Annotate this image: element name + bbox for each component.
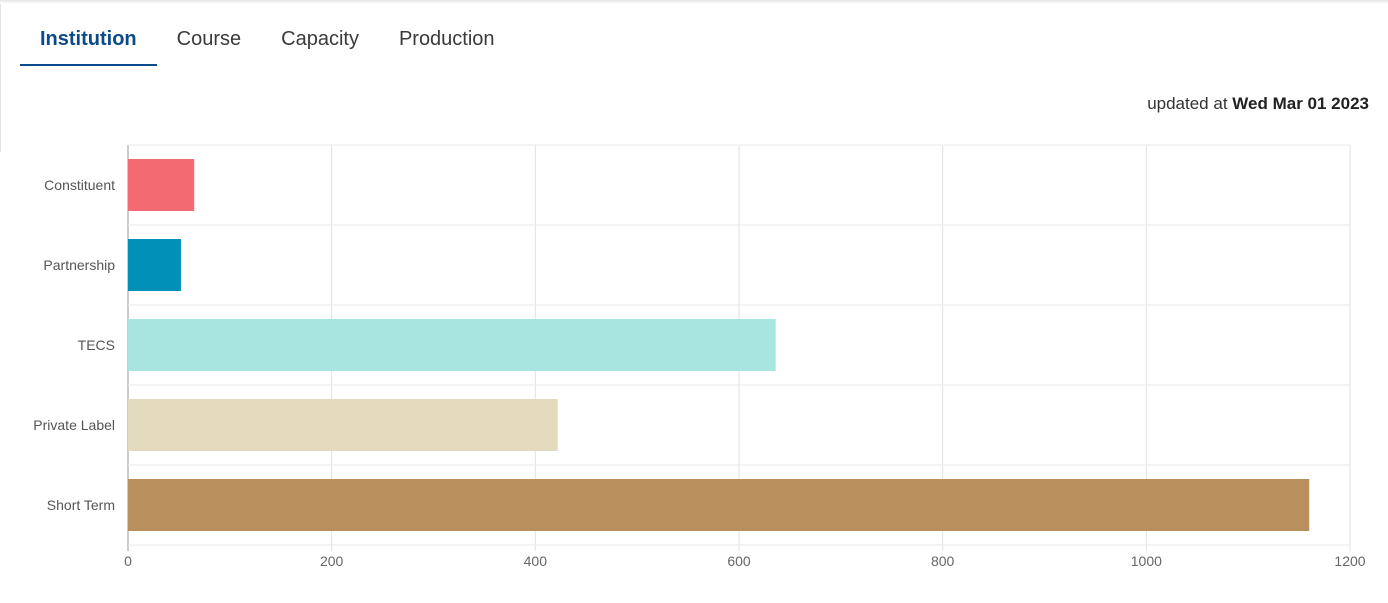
tab-capacity[interactable]: Capacity	[281, 28, 359, 50]
y-category-label: Partnership	[43, 257, 115, 273]
y-category-label: Private Label	[33, 417, 115, 433]
bar-tecs[interactable]	[128, 319, 776, 371]
tab-institution[interactable]: Institution	[20, 18, 157, 66]
tab-production[interactable]: Production	[398, 28, 495, 50]
tab-bar: Institution Course Capacity Production	[20, 18, 515, 66]
updated-at-prefix: updated at	[1147, 94, 1228, 113]
chart-x-labels: 0 200 400 600 800 1000 1200	[124, 553, 1366, 569]
bar-partnership[interactable]	[128, 239, 181, 291]
tab-course[interactable]: Course	[176, 28, 242, 50]
x-tick-label: 600	[727, 553, 751, 569]
chart-y-labels: Constituent Partnership TECS Private Label S…	[33, 177, 115, 513]
card-left-border	[0, 4, 1, 152]
card-top-shadow	[0, 0, 1388, 4]
x-tick-label: 400	[524, 553, 548, 569]
bar-private-label[interactable]	[128, 399, 558, 451]
updated-at-text: updated at Wed Mar 01 2023	[1147, 94, 1369, 114]
x-tick-label: 0	[124, 553, 132, 569]
chart-bars	[128, 159, 1310, 531]
x-tick-label: 1000	[1131, 553, 1162, 569]
y-category-label: Constituent	[44, 177, 115, 193]
bar-constituent[interactable]	[128, 159, 195, 211]
x-tick-label: 800	[931, 553, 955, 569]
x-tick-label: 200	[320, 553, 344, 569]
bar-short-term[interactable]	[128, 479, 1310, 531]
y-category-label: Short Term	[47, 497, 115, 513]
x-tick-label: 1200	[1334, 553, 1365, 569]
y-category-label: TECS	[78, 337, 115, 353]
updated-at-date: Wed Mar 01 2023	[1232, 94, 1369, 113]
